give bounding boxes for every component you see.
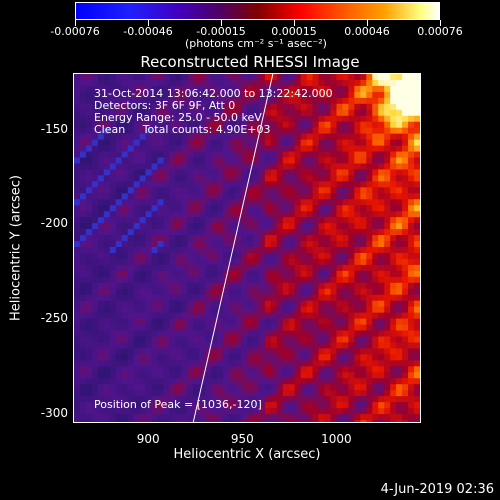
colorbar-unit-label: (photons cm⁻² s⁻¹ asec⁻²) — [185, 37, 327, 50]
heatmap-image — [74, 74, 420, 422]
colorbar-tick — [367, 20, 368, 26]
colorbar-tick — [440, 20, 441, 26]
annotation-time-range: 31-Oct-2014 13:06:42.000 to 13:22:42.000 — [94, 87, 333, 100]
colorbar-tick-label: 0.00076 — [417, 25, 463, 38]
colorbar-tick-label: 0.00046 — [344, 25, 390, 38]
colorbar-tick — [75, 20, 76, 26]
solar-limb-line — [192, 74, 274, 422]
timestamp-footer: 4-Jun-2019 02:36 — [380, 482, 494, 497]
colorbar-tick-label: -0.00046 — [123, 25, 173, 38]
colorbar-tick-label: 0.00015 — [271, 25, 317, 38]
x-tick-label: 1000 — [321, 432, 352, 446]
y-tick-label: -250 — [40, 310, 68, 325]
colorbar-tick-label: -0.00015 — [196, 25, 246, 38]
y-tick-label: -200 — [40, 216, 68, 231]
y-axis-label: Heliocentric Y (arcsec) — [8, 175, 24, 321]
colorbar-tick — [148, 20, 149, 26]
annotation-total-counts: Clean Total counts: 4.90E+03 — [94, 123, 271, 136]
colorbar-tick — [221, 20, 222, 26]
plot-area: 31-Oct-2014 13:06:42.000 to 13:22:42.000… — [73, 73, 421, 423]
annotation-energy-range: Energy Range: 25.0 - 50.0 keV — [94, 111, 262, 124]
colorbar-tick-label: -0.00076 — [50, 25, 100, 38]
plot-title: Reconstructed RHESSI Image — [140, 53, 360, 71]
x-tick-label: 950 — [230, 432, 254, 446]
colorbar-tick — [294, 20, 295, 26]
annotation-peak-position: Position of Peak = [1036,-120] — [94, 398, 262, 411]
colorbar — [75, 2, 440, 20]
y-tick-label: -150 — [40, 121, 68, 136]
x-axis-label: Heliocentric X (arcsec) — [173, 447, 321, 462]
y-tick-label: -300 — [40, 405, 68, 420]
annotation-detectors: Detectors: 3F 6F 9F, Att 0 — [94, 99, 236, 112]
x-tick-label: 900 — [136, 432, 160, 446]
